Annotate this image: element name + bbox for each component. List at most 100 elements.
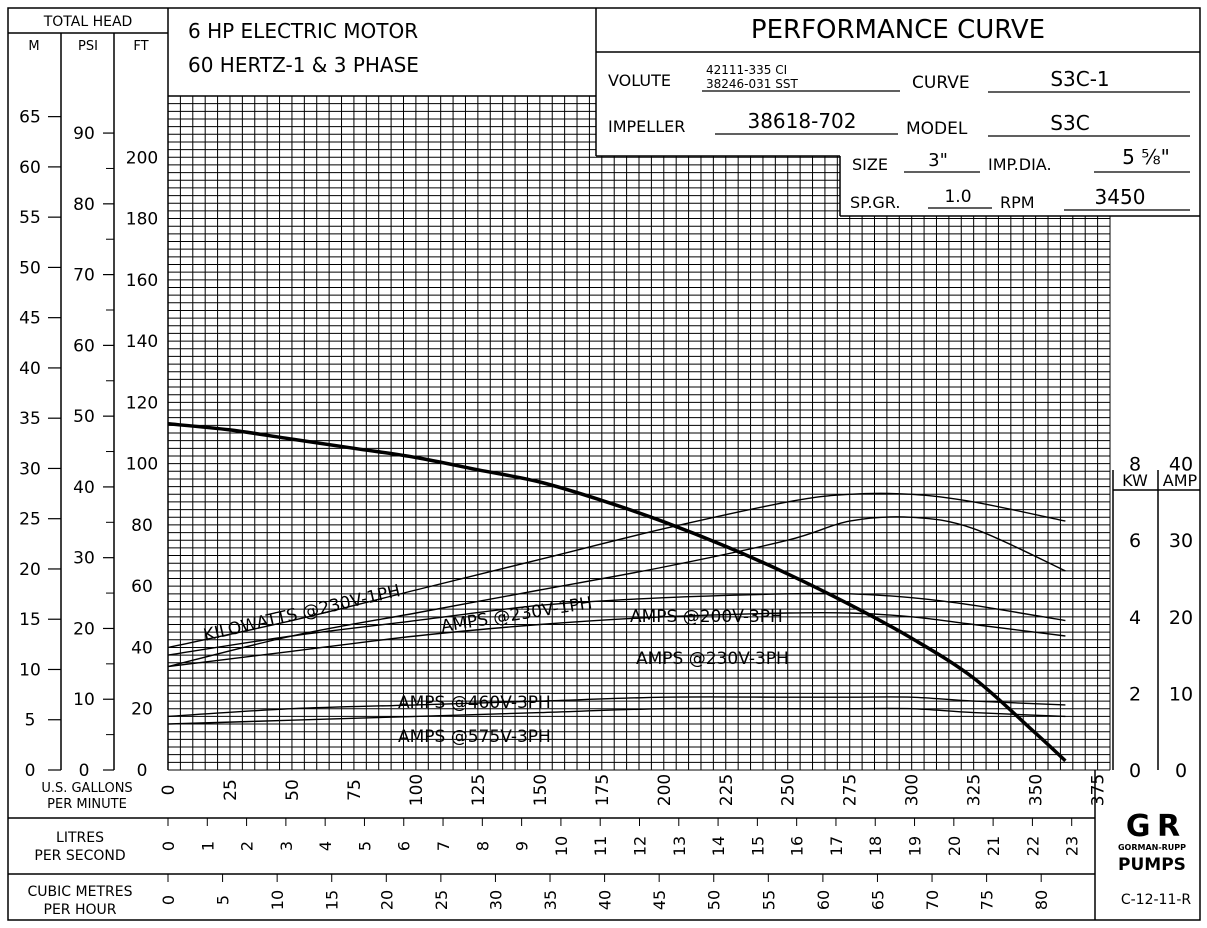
lps-tick-label: 9 <box>513 841 532 851</box>
total-head-label: TOTAL HEAD <box>43 14 133 30</box>
cmh-axis-label-1: CUBIC METRES <box>28 884 133 900</box>
gpm-tick-label: 325 <box>965 774 985 806</box>
m-tick-label: 45 <box>19 309 41 329</box>
ft-tick-label: 100 <box>126 455 158 475</box>
m-tick-label: 40 <box>19 359 41 379</box>
label-amps-460v-3ph: AMPS @460V-3PH <box>398 693 551 713</box>
curve-label: CURVE <box>912 73 970 93</box>
cmh-tick-label: 35 <box>541 890 560 910</box>
model-label: MODEL <box>906 119 968 139</box>
cmh-tick-label: 75 <box>978 890 997 910</box>
lps-tick-label: 16 <box>788 836 807 856</box>
impeller-value: 38618-702 <box>747 109 856 133</box>
gpm-tick-label: 375 <box>1089 774 1109 806</box>
volute-value-2: 38246-031 SST <box>706 77 798 91</box>
m-tick-label: 20 <box>19 560 41 580</box>
psi-tick-label: 20 <box>73 619 95 639</box>
gpm-tick-label: 225 <box>717 774 737 806</box>
m-tick-label: 55 <box>19 208 41 228</box>
frame-lines <box>7 7 1201 921</box>
rpm-label: RPM <box>1000 193 1035 212</box>
cmh-tick-label: 15 <box>323 890 342 910</box>
m-axis: 0 5 10 15 20 25 30 35 40 45 50 55 60 65 <box>19 108 61 781</box>
motor-line-2: 60 HERTZ-1 & 3 PHASE <box>188 53 419 77</box>
imp-dia-label: IMP.DIA. <box>988 155 1052 174</box>
lps-axis-label-1: LITRES <box>56 830 104 846</box>
amp-tick-label: 40 <box>1169 454 1193 476</box>
psi-tick-label: 40 <box>73 478 95 498</box>
motor-panel <box>168 8 596 96</box>
ft-tick-label: 180 <box>126 210 158 230</box>
amp-tick-label: 20 <box>1169 607 1193 629</box>
spec-block: VOLUTE 42111-335 CI 38246-031 SST CURVE … <box>608 63 1190 212</box>
gpm-tick-label: 25 <box>221 779 241 801</box>
gpm-tick-label: 200 <box>655 774 675 806</box>
impeller-label: IMPELLER <box>608 117 685 136</box>
chart-grid <box>167 95 1111 771</box>
m-tick-label: 35 <box>19 409 41 429</box>
cmh-tick-label: 40 <box>596 890 615 910</box>
drawing-code: C-12-11-R <box>1121 892 1192 908</box>
label-amps-230v-3ph: AMPS @230V-3PH <box>636 649 789 669</box>
gpm-tick-label: 50 <box>283 779 303 801</box>
lps-tick-label: 10 <box>552 836 571 856</box>
gpm-tick-label: 100 <box>407 774 427 806</box>
series-line-5 <box>167 696 1066 718</box>
m-tick-label: 5 <box>25 711 36 731</box>
gpm-axis-label-1: U.S. GALLONS <box>41 781 132 796</box>
volute-label: VOLUTE <box>608 71 671 90</box>
gpm-tick-label: 275 <box>841 774 861 806</box>
kw-tick-label: 8 <box>1129 454 1141 476</box>
gpm-tick-label: 150 <box>531 774 551 806</box>
cmh-tick-label: 20 <box>377 890 396 910</box>
cmh-tick-label: 10 <box>268 890 287 910</box>
kw-axis-label: KW <box>1122 471 1148 490</box>
m-tick-label: 10 <box>19 660 41 680</box>
label-amps-575v-3ph: AMPS @575V-3PH <box>398 727 551 747</box>
lps-tick-label: 8 <box>473 841 492 851</box>
lps-tick-label: 3 <box>277 841 296 851</box>
imp-dia-value: 5 ⅝" <box>1122 145 1170 169</box>
model-value: S3C <box>1050 111 1089 135</box>
kw-tick-label: 2 <box>1129 683 1141 705</box>
lps-tick-label: 11 <box>591 836 610 856</box>
m-tick-label: 15 <box>19 610 41 630</box>
lps-axis-label-2: PER SECOND <box>34 848 125 864</box>
ft-tick-label: 120 <box>126 393 158 413</box>
ft-tick-label: 200 <box>126 148 158 168</box>
kw-tick-label: 0 <box>1129 760 1141 782</box>
cmh-tick-label: 30 <box>486 890 505 910</box>
power-axis: 0 2 4 6 8 0 10 20 30 40 <box>1129 454 1193 782</box>
ft-tick-label: 20 <box>131 700 153 720</box>
cmh-tick-label: 80 <box>1032 890 1051 910</box>
ft-axis: 0 20 40 60 80 100 120 140 160 180 200 <box>126 148 158 781</box>
size-value: 3" <box>928 150 948 171</box>
lps-tick-label: 17 <box>827 836 846 856</box>
m-tick-label: 30 <box>19 459 41 479</box>
curve-value: S3C-1 <box>1050 67 1109 91</box>
size-label: SIZE <box>852 155 888 174</box>
cmh-tick-label: 60 <box>814 890 833 910</box>
lps-tick-label: 5 <box>355 841 374 851</box>
ft-tick-label: 80 <box>131 516 153 536</box>
unit-m-label: M <box>28 39 39 54</box>
lps-tick-label: 18 <box>866 836 885 856</box>
gorman-rupp-logo: G R GORMAN-RUPP PUMPS <box>1118 809 1186 875</box>
lps-tick-label: 23 <box>1063 836 1082 856</box>
spec-panel-lower <box>840 156 1200 216</box>
cmh-tick-label: 45 <box>650 890 669 910</box>
m-tick-label: 50 <box>19 258 41 278</box>
lps-tick-label: 14 <box>709 836 728 856</box>
cmh-tick-label: 0 <box>159 895 178 905</box>
unit-psi-label: PSI <box>78 39 98 54</box>
ft-tick-label: 60 <box>131 577 153 597</box>
curves <box>167 422 1067 763</box>
lps-tick-label: 20 <box>945 836 964 856</box>
cmh-axis-label-2: PER HOUR <box>44 902 117 918</box>
rpm-value: 3450 <box>1095 185 1146 209</box>
gpm-tick-label: 75 <box>345 779 365 801</box>
gpm-tick-label: 125 <box>469 774 489 806</box>
series-line-2 <box>167 516 1066 668</box>
lps-tick-label: 12 <box>630 836 649 856</box>
lps-tick-label: 0 <box>159 841 178 851</box>
